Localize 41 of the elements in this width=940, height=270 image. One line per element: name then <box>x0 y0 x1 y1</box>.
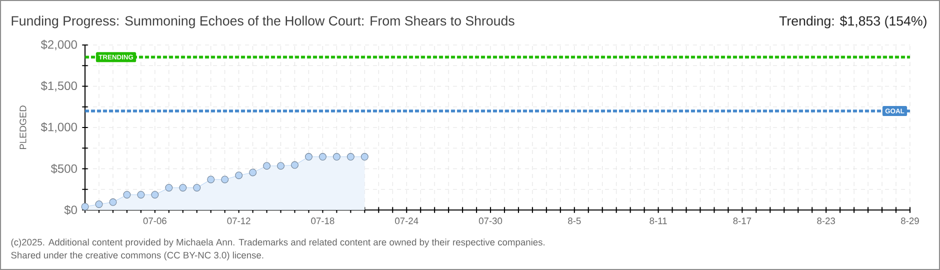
point <box>137 190 145 198</box>
point <box>277 162 285 170</box>
point <box>305 153 312 161</box>
x-tick-label: 8-17 <box>733 218 752 224</box>
point <box>95 200 103 208</box>
point <box>360 153 368 161</box>
x-tick-label: 07-18 <box>311 218 334 224</box>
point <box>318 153 326 161</box>
point <box>291 161 298 169</box>
point <box>193 184 201 192</box>
x-tick-label: 07-24 <box>395 218 418 224</box>
x-tick-label: 8-23 <box>817 218 836 224</box>
point <box>151 190 159 198</box>
x-tick-label: 8-29 <box>901 218 919 224</box>
point <box>263 162 271 170</box>
point <box>235 172 243 180</box>
point <box>346 153 354 161</box>
x-tick-label: 8-11 <box>650 218 667 224</box>
point <box>123 190 131 198</box>
y-axis-title: PLEDGED <box>20 106 26 150</box>
point <box>207 176 215 184</box>
y-tick-label: $1,500 <box>40 81 77 92</box>
y-tick-label: $0 <box>64 205 77 215</box>
point <box>249 168 257 176</box>
text: (c)2025. Additional content provided by Michaela Ann. Trademarks and related content are owned by their respective companies. <box>11 238 544 248</box>
x-tick-label: 07-12 <box>227 218 250 224</box>
point <box>179 184 187 192</box>
x-tick-label: 07-06 <box>143 218 166 224</box>
point <box>332 153 340 161</box>
x-tick-label: 8-5 <box>568 218 581 224</box>
point <box>221 176 229 184</box>
point <box>165 184 173 192</box>
y-tick-label: $500 <box>50 164 77 174</box>
chart-subtitle: Trending: $1,853 (154%) <box>779 16 926 28</box>
chart-title: Funding Progress: Summoning Echoes of the Hollow Court: From Shears to Shrouds <box>12 16 514 28</box>
text: Shared under the creative commons (CC BY-NC 3.0) license. <box>11 252 264 260</box>
point <box>109 198 117 206</box>
x-tick-label: 07-30 <box>478 218 502 224</box>
y-tick-label: $1,000 <box>40 122 77 133</box>
y-tick-label: $2,000 <box>40 40 77 50</box>
point <box>81 202 89 210</box>
